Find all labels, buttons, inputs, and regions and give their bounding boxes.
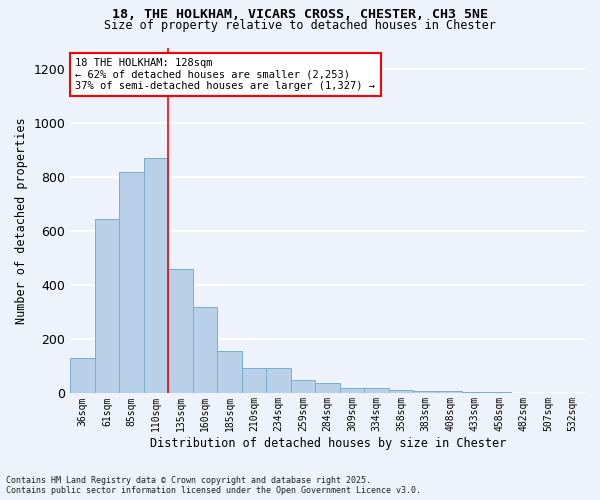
Bar: [463, 392, 487, 394]
X-axis label: Distribution of detached houses by size in Chester: Distribution of detached houses by size …: [149, 437, 506, 450]
Bar: [95, 219, 119, 394]
Bar: [316, 384, 340, 394]
Bar: [291, 380, 316, 394]
Bar: [242, 368, 266, 394]
Bar: [266, 368, 291, 394]
Bar: [193, 307, 217, 394]
Y-axis label: Number of detached properties: Number of detached properties: [15, 117, 28, 324]
Text: 18, THE HOLKHAM, VICARS CROSS, CHESTER, CH3 5NE: 18, THE HOLKHAM, VICARS CROSS, CHESTER, …: [112, 8, 488, 20]
Bar: [169, 269, 193, 394]
Bar: [364, 388, 389, 394]
Text: Size of property relative to detached houses in Chester: Size of property relative to detached ho…: [104, 18, 496, 32]
Bar: [487, 392, 511, 394]
Bar: [70, 358, 95, 394]
Text: 18 THE HOLKHAM: 128sqm
← 62% of detached houses are smaller (2,253)
37% of semi-: 18 THE HOLKHAM: 128sqm ← 62% of detached…: [76, 58, 376, 91]
Bar: [340, 388, 364, 394]
Bar: [119, 172, 144, 394]
Bar: [511, 393, 536, 394]
Bar: [438, 392, 463, 394]
Bar: [413, 392, 438, 394]
Bar: [217, 350, 242, 394]
Bar: [536, 393, 560, 394]
Bar: [144, 158, 169, 394]
Bar: [389, 390, 413, 394]
Text: Contains HM Land Registry data © Crown copyright and database right 2025.
Contai: Contains HM Land Registry data © Crown c…: [6, 476, 421, 495]
